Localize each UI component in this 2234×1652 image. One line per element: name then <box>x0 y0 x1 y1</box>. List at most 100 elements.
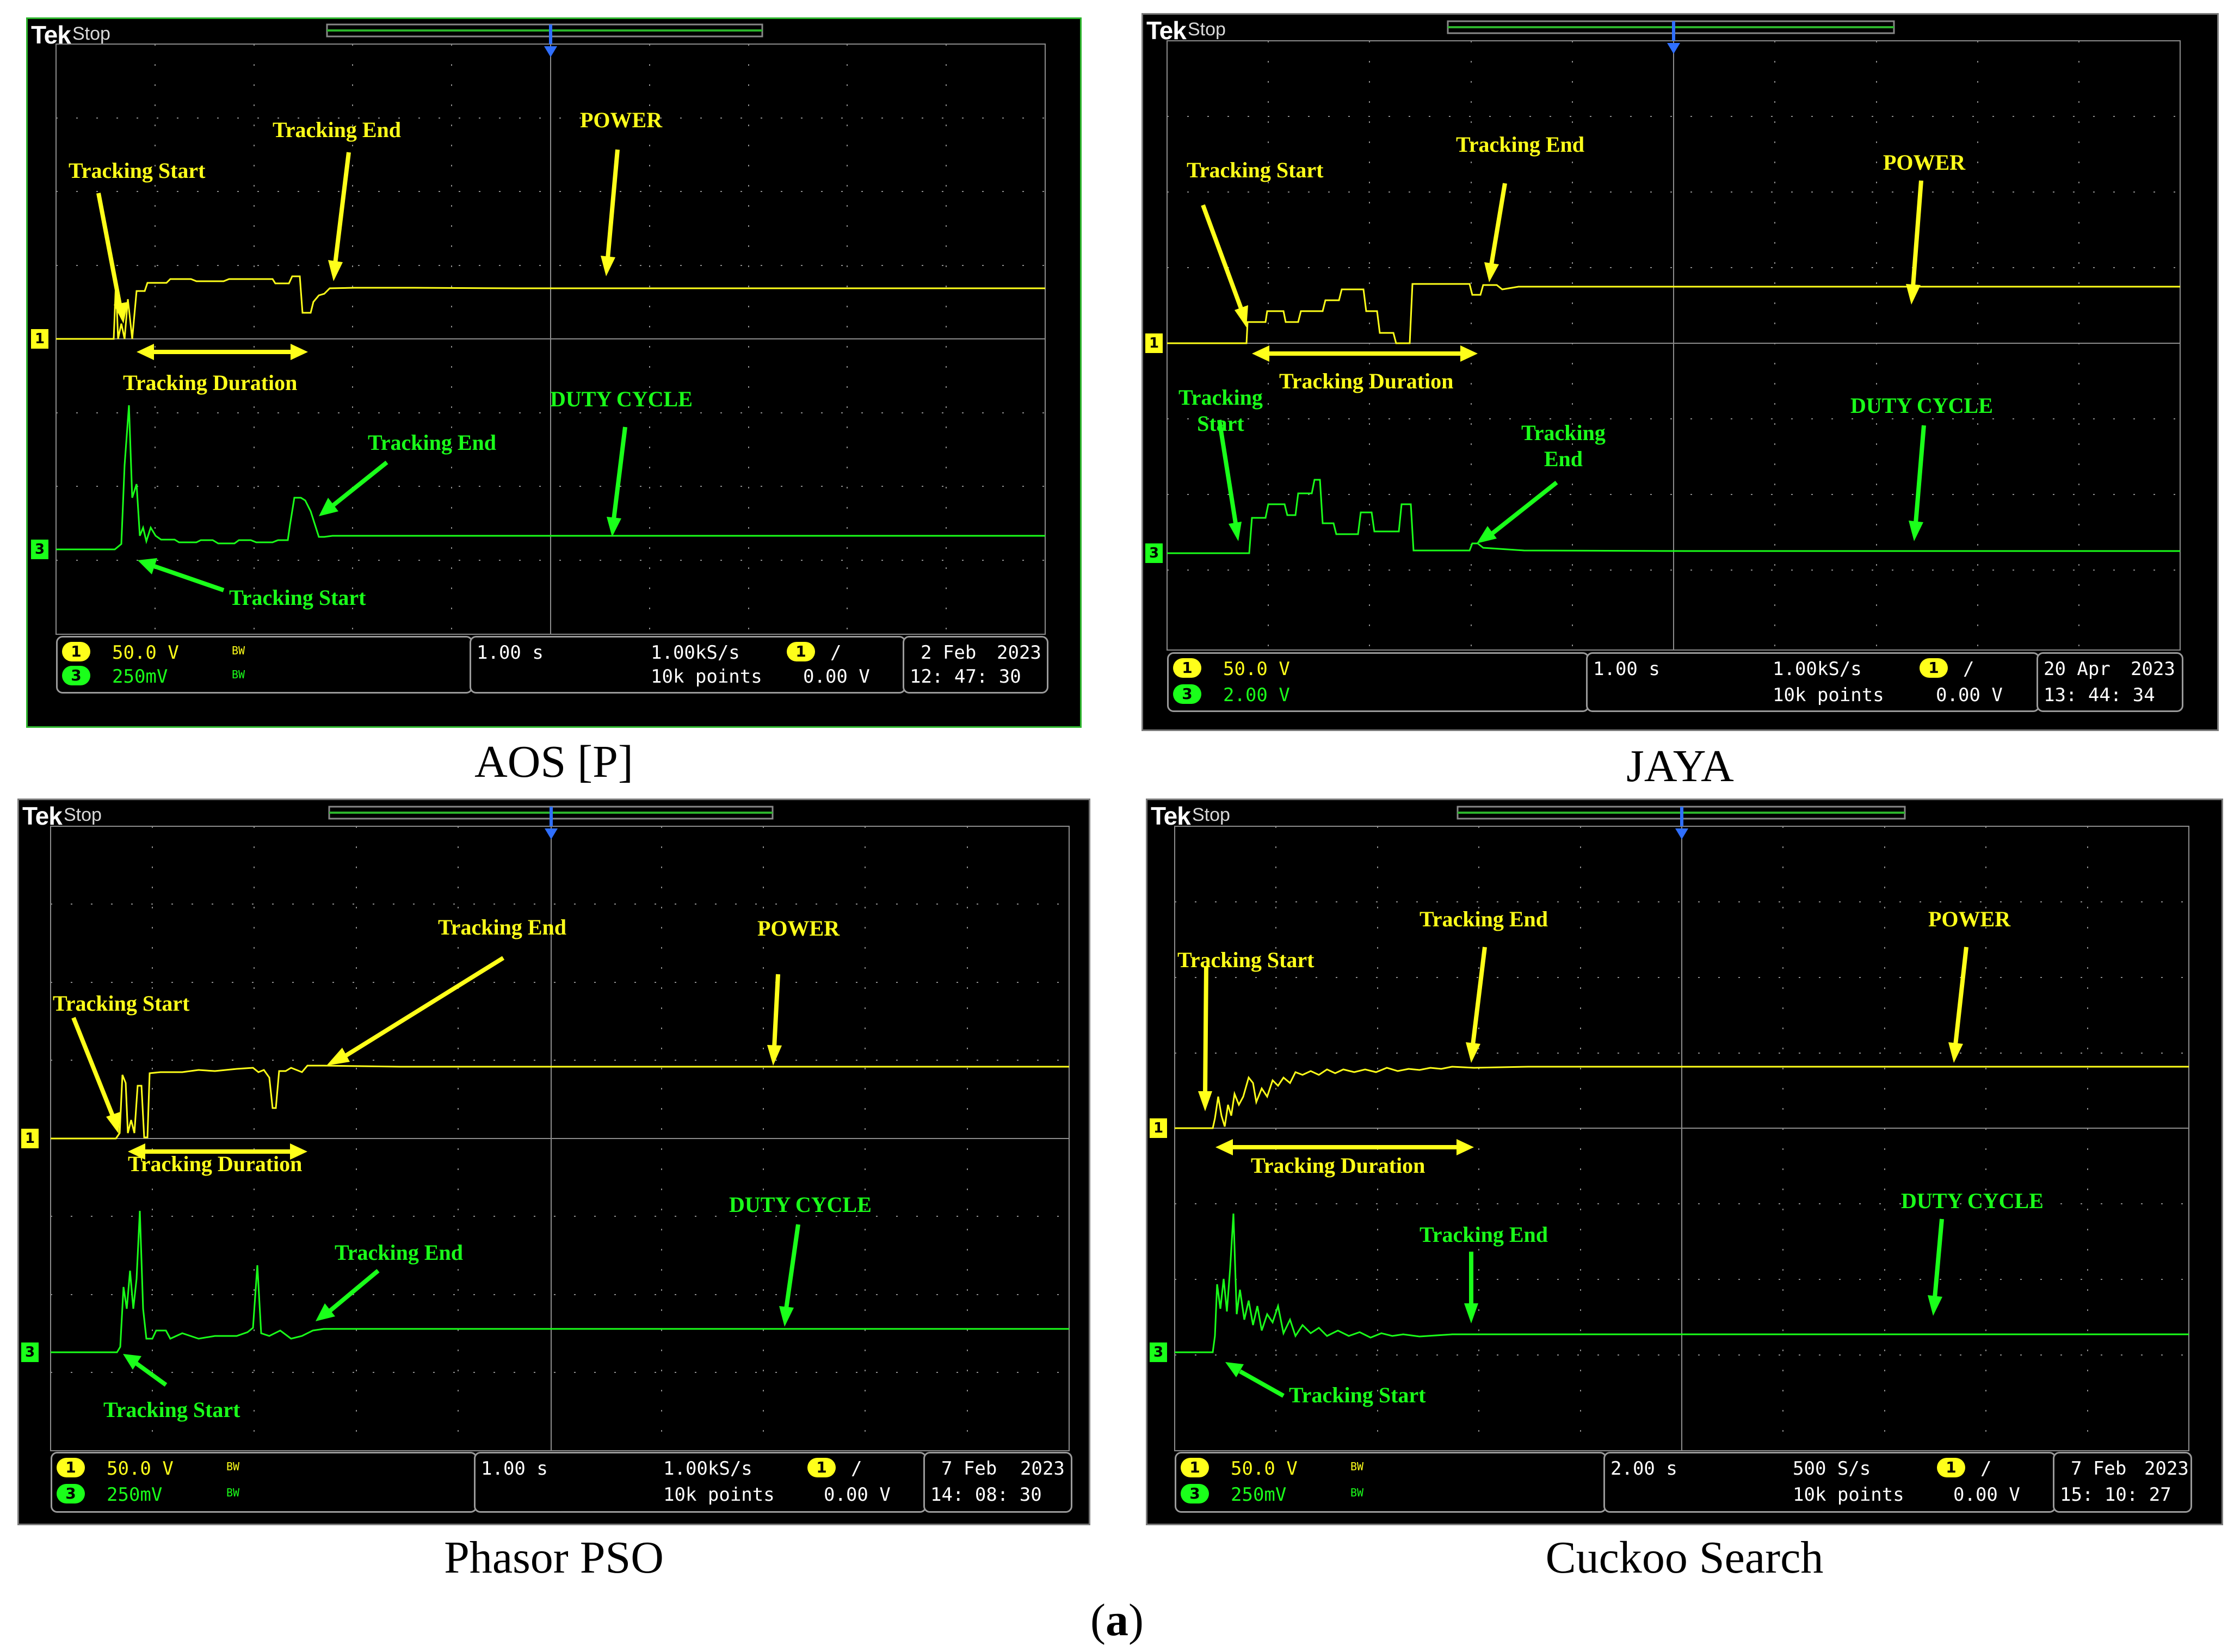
trigger-source-badge: 1 <box>1920 658 1948 678</box>
datetime-readout: 7 Feb 2023 14: 08: 30 <box>923 1452 1072 1513</box>
scope-aos-display <box>55 23 1046 635</box>
label-power-tracking-end: Tracking End <box>273 117 401 142</box>
sample-rate: 1.00kS/s <box>1773 658 1862 680</box>
datetime-readout: 7 Feb 2023 15: 10: 27 <box>2053 1452 2192 1513</box>
date: 2 Feb <box>921 642 977 664</box>
label-duty-tracking-start: Tracking Start <box>229 585 366 610</box>
timebase: 1.00 s <box>1593 658 1660 680</box>
label-power-tracking-start: Tracking Start <box>1177 948 1315 972</box>
label-duty-tracking-end: Tracking End <box>1420 1222 1548 1247</box>
trigger-slope-icon: / <box>830 642 842 664</box>
ch1-scale: 50.0 V <box>112 642 179 664</box>
ch1-ground-marker: 1 <box>1145 333 1163 353</box>
label-tracking-duration: Tracking Duration <box>123 370 298 395</box>
datetime-readout: 20 Apr 2023 13: 44: 34 <box>2036 652 2183 712</box>
label-duty-tracking-start-line2: Start <box>1197 411 1244 436</box>
ch3-badge: 3 <box>57 1484 85 1503</box>
tek-logo: Tek <box>1146 16 1187 45</box>
ch1-bw-icon: BW <box>226 1460 240 1473</box>
label-power: POWER <box>1928 907 2011 931</box>
power-trace <box>56 275 1045 340</box>
label-power: POWER <box>580 108 663 132</box>
datetime-readout: 2 Feb 2023 12: 47: 30 <box>903 636 1048 694</box>
caption-aos: AOS [P] <box>474 737 633 787</box>
caption-jaya: JAYA <box>1626 741 1734 791</box>
label-power-tracking-end: Tracking End <box>1420 907 1548 931</box>
ch3-bw-icon: BW <box>226 1486 240 1499</box>
time: 13: 44: 34 <box>2044 684 2155 706</box>
trigger-marker <box>544 24 557 57</box>
label-power-tracking-start: Tracking Start <box>53 991 190 1016</box>
timebase: 1.00 s <box>477 642 544 664</box>
ch1-badge: 1 <box>1173 658 1201 678</box>
label-tracking-duration: Tracking Duration <box>1251 1153 1425 1178</box>
channel-readout: 1 50.0 V 3 2.00 V <box>1167 652 1589 712</box>
ch3-ground-marker: 3 <box>1150 1342 1167 1362</box>
trigger-marker <box>1675 807 1688 839</box>
label-duty-cycle: DUTY CYCLE <box>1850 393 1993 418</box>
channel-readout: 1 50.0 V BW 3 250mV BW <box>1175 1452 1607 1513</box>
time: 12: 47: 30 <box>910 666 1021 688</box>
ch1-ground-marker: 1 <box>31 329 48 349</box>
trigger-level: 0.00 V <box>1936 684 2003 706</box>
ch3-bw-icon: BW <box>232 668 245 681</box>
ch3-scale: 250mV <box>1231 1484 1287 1506</box>
annotation-arrows <box>1198 946 1968 1398</box>
date: 7 Feb <box>2071 1458 2127 1480</box>
figure-label-open: ( <box>1090 1595 1106 1645</box>
scope-phasor-pso: Tek Stop <box>17 799 1090 1525</box>
scope-jaya: Tek Stop <box>1141 13 2219 731</box>
label-duty-tracking-end: Tracking End <box>368 430 496 455</box>
trigger-level: 0.00 V <box>824 1484 891 1506</box>
time: 14: 08: 30 <box>930 1484 1042 1506</box>
ch1-badge: 1 <box>62 642 90 661</box>
ch3-badge: 3 <box>1181 1484 1209 1503</box>
tek-logo: Tek <box>1151 802 1191 830</box>
label-power-tracking-start: Tracking Start <box>1187 158 1324 182</box>
power-trace <box>1167 283 2180 344</box>
power-trace <box>51 1065 1069 1140</box>
sample-rate: 500 S/s <box>1793 1458 1871 1480</box>
scope-jaya-display <box>1167 20 2181 651</box>
label-tracking-duration: Tracking Duration <box>1279 369 1454 393</box>
label-duty-cycle: DUTY CYCLE <box>729 1192 872 1217</box>
ch1-ground-marker: 1 <box>1150 1118 1167 1138</box>
horizontal-readout: 1.00 s 1.00kS/s 10k points 1 / 0.00 V <box>1586 652 2040 712</box>
label-tracking-duration: Tracking Duration <box>128 1152 303 1176</box>
label-power: POWER <box>1883 150 1966 175</box>
channel-readout: 1 50.0 V BW 3 250mV BW <box>51 1452 477 1513</box>
scope-phasor-pso-display <box>50 806 1070 1451</box>
label-power-tracking-start: Tracking Start <box>69 158 206 183</box>
ch3-scale: 250mV <box>107 1484 163 1506</box>
horizontal-readout: 2.00 s 500 S/s 10k points 1 / 0.00 V <box>1603 1452 2056 1513</box>
tek-logo: Tek <box>22 802 63 830</box>
date: 20 Apr <box>2044 658 2110 680</box>
year: 2023 <box>997 642 1041 664</box>
ch3-bw-icon: BW <box>1350 1486 1364 1499</box>
trigger-marker <box>545 807 558 839</box>
duty-cycle-trace <box>56 405 1045 550</box>
time: 15: 10: 27 <box>2060 1484 2171 1506</box>
horizontal-readout: 1.00 s 1.00kS/s 10k points 1 / 0.00 V <box>470 636 906 694</box>
scope-aos: Tek Stop <box>26 17 1082 728</box>
acq-status: Stop <box>1192 805 1230 825</box>
label-duty-tracking-end: Tracking End <box>335 1240 463 1265</box>
annotation-arrows <box>71 956 800 1387</box>
label-duty-tracking-end-line2: End <box>1544 447 1583 471</box>
record-length: 10k points <box>1773 684 1884 706</box>
acq-status: Stop <box>64 805 102 825</box>
record-length: 10k points <box>1793 1484 1904 1506</box>
timebase: 1.00 s <box>481 1458 548 1480</box>
ch1-ground-marker: 1 <box>21 1129 39 1148</box>
ch1-badge: 1 <box>57 1458 85 1477</box>
record-length: 10k points <box>651 666 762 688</box>
duty-cycle-trace <box>51 1210 1069 1353</box>
ch1-scale: 50.0 V <box>107 1458 174 1480</box>
ch1-badge: 1 <box>1181 1458 1209 1477</box>
figure-label: (a) <box>0 1594 2234 1647</box>
label-duty-tracking-start: Tracking Start <box>1289 1383 1426 1407</box>
ch3-scale: 250mV <box>112 666 168 688</box>
ch1-scale: 50.0 V <box>1231 1458 1298 1480</box>
annotation-arrows <box>96 149 627 592</box>
label-power-tracking-end: Tracking End <box>438 915 566 939</box>
